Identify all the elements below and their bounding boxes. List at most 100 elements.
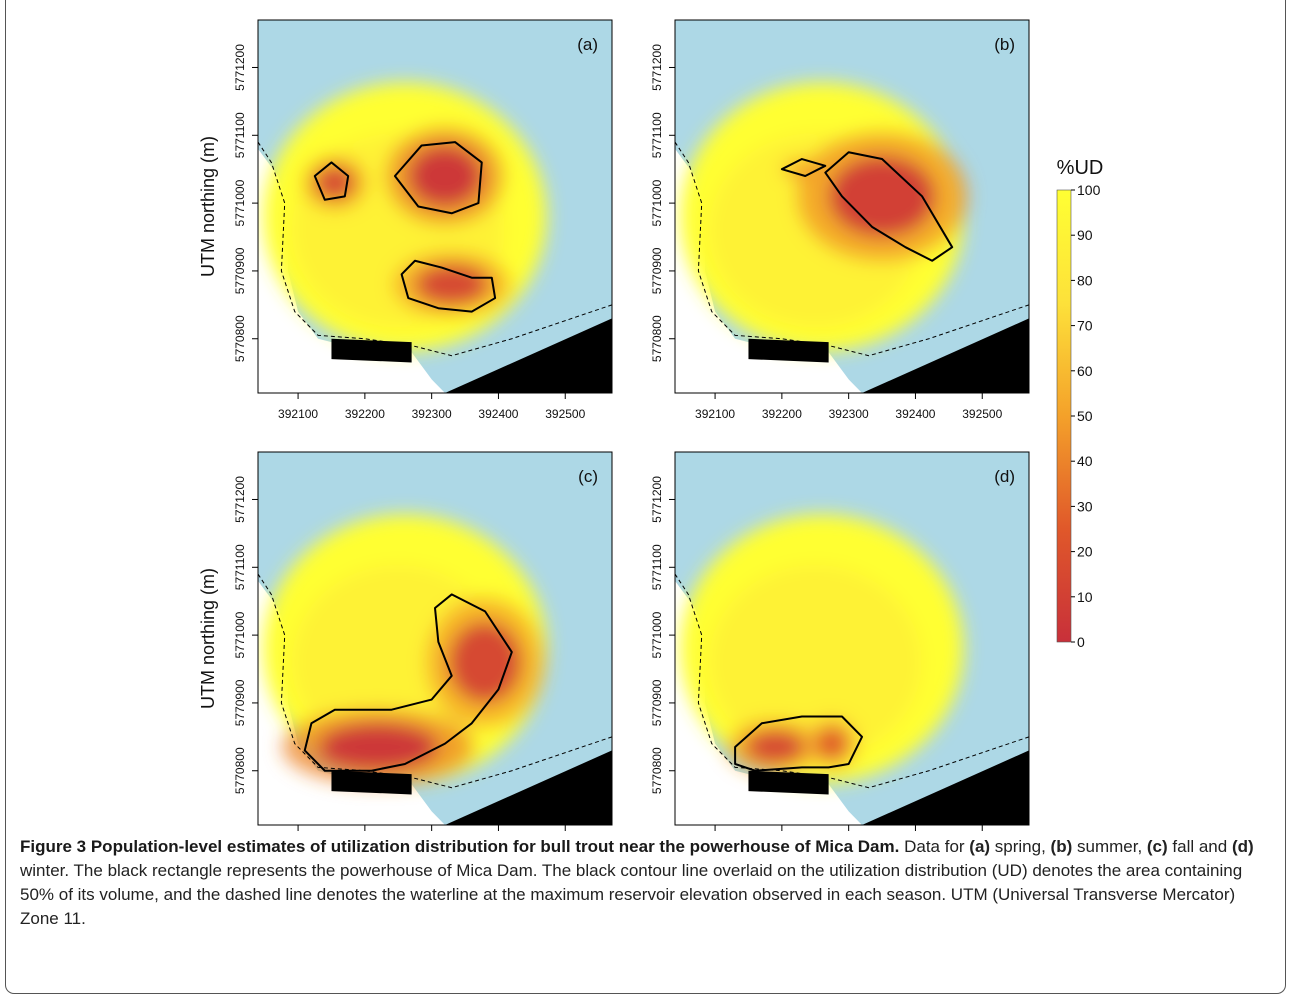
colorbar-tick-label: 60 bbox=[1077, 363, 1093, 379]
powerhouse bbox=[748, 338, 829, 363]
x-tick-label: 392200 bbox=[762, 407, 802, 421]
panel-label: (a) bbox=[577, 35, 598, 54]
ud-surface bbox=[680, 514, 964, 783]
y-tick-label: 5771200 bbox=[233, 476, 247, 523]
y-tick-label: 5771200 bbox=[650, 476, 664, 523]
x-tick-label: 392500 bbox=[545, 407, 585, 421]
figure-caption: Figure 3 Population-level estimates of u… bbox=[20, 835, 1270, 931]
colorbar-tick-label: 0 bbox=[1077, 634, 1085, 650]
y-tick-label: 5770900 bbox=[233, 247, 247, 294]
y-tick-label: 5771000 bbox=[650, 179, 664, 226]
powerhouse bbox=[748, 770, 829, 795]
y-tick-label: 5770800 bbox=[650, 747, 664, 794]
colorbar-tick-label: 50 bbox=[1077, 408, 1093, 424]
panel-spring: (a) 392100 392200 392300 392400 392500 5770800… bbox=[198, 19, 613, 421]
colorbar-tick-label: 20 bbox=[1077, 544, 1093, 560]
panel-label: (b) bbox=[994, 35, 1015, 54]
x-tick-label: 392300 bbox=[412, 407, 452, 421]
colorbar-title: %UD bbox=[1057, 157, 1104, 179]
ud-surface bbox=[263, 514, 547, 785]
contour-50-0 bbox=[313, 161, 350, 201]
caption-label-c: (c) bbox=[1146, 837, 1168, 856]
panel-plot-area bbox=[675, 452, 1029, 825]
y-tick-label: 5771000 bbox=[650, 611, 664, 658]
ud-hotspot-1 bbox=[815, 726, 849, 761]
colorbar-tick-label: 10 bbox=[1077, 589, 1093, 605]
panel-frame bbox=[674, 451, 1030, 826]
y-axis-title: UTM northing (m) bbox=[198, 136, 218, 277]
colorbar-tick-label: 80 bbox=[1077, 272, 1093, 288]
ud-hotspot-1 bbox=[828, 155, 936, 238]
ud-hotspot-0 bbox=[745, 730, 806, 764]
y-tick-label: 5771000 bbox=[233, 611, 247, 658]
contour-50-0 bbox=[303, 593, 513, 772]
panel-frame bbox=[257, 451, 613, 826]
max-waterline bbox=[258, 141, 612, 357]
land-area bbox=[258, 148, 446, 393]
y-tick-label: 5771100 bbox=[650, 544, 664, 590]
y-tick-label: 5770800 bbox=[233, 747, 247, 794]
y-axis-title: UTM northing (m) bbox=[198, 568, 218, 709]
panels-group: (a) 392100 392200 392300 392400 392500 5770800… bbox=[198, 19, 1030, 831]
y-tick-label: 5771100 bbox=[233, 544, 247, 590]
ud-hotspot-2 bbox=[414, 264, 489, 305]
y-tick-label: 5770900 bbox=[650, 679, 664, 726]
max-waterline bbox=[258, 573, 612, 789]
y-tick-label: 5771000 bbox=[233, 179, 247, 226]
caption-text-1: Data for bbox=[899, 837, 970, 856]
colorbar-tick-label: 40 bbox=[1077, 453, 1093, 469]
dam-structure bbox=[445, 318, 612, 393]
ud-surface bbox=[263, 82, 547, 351]
powerhouse bbox=[331, 770, 412, 795]
caption-text-3: summer, bbox=[1072, 837, 1147, 856]
colorbar-tick-label: 90 bbox=[1077, 227, 1093, 243]
caption-label-d: (d) bbox=[1231, 837, 1254, 856]
panel-label: (c) bbox=[578, 467, 598, 486]
caption-label-b: (b) bbox=[1050, 837, 1073, 856]
ud-mid bbox=[709, 565, 922, 760]
land-area bbox=[675, 148, 863, 393]
x-tick-label: 392100 bbox=[695, 407, 735, 421]
colorbar-tick-label: 100 bbox=[1077, 182, 1101, 198]
panel-frame bbox=[674, 19, 1030, 394]
panel-label: (d) bbox=[994, 467, 1015, 486]
dam-structure bbox=[862, 750, 1029, 825]
caption-text-2: spring, bbox=[990, 837, 1051, 856]
max-waterline bbox=[675, 573, 1029, 789]
x-tick-label: 392400 bbox=[478, 407, 518, 421]
panel-summer: (b) 392100 392200 392300 392400 392500 5770800… bbox=[650, 19, 1030, 421]
colorbar: %UD 0 10 20 30 40 50 60 70 80 90 100 bbox=[1057, 157, 1104, 650]
y-tick-label: 5770800 bbox=[233, 315, 247, 362]
contour-50-1 bbox=[393, 141, 483, 215]
panel-frame bbox=[257, 19, 613, 394]
x-tick-label: 392500 bbox=[962, 407, 1002, 421]
ud-hotspot-0 bbox=[448, 621, 522, 703]
ud-hotspot-1 bbox=[318, 723, 439, 771]
contour-50-0 bbox=[780, 158, 827, 177]
y-tick-label: 5771100 bbox=[233, 112, 247, 158]
colorbar-tick-label: 70 bbox=[1077, 318, 1093, 334]
caption-label-a: (a) bbox=[969, 837, 991, 856]
colorbar-tick-label: 30 bbox=[1077, 498, 1093, 514]
powerhouse bbox=[331, 338, 412, 363]
y-tick-label: 5770900 bbox=[650, 247, 664, 294]
ud-surface bbox=[680, 82, 968, 351]
x-tick-label: 392300 bbox=[829, 407, 869, 421]
x-tick-label: 392100 bbox=[278, 407, 318, 421]
panel-plot-area bbox=[675, 20, 1029, 393]
panel-plot-area bbox=[258, 20, 612, 393]
x-tick-label: 392200 bbox=[345, 407, 385, 421]
y-tick-label: 5770800 bbox=[650, 315, 664, 362]
colorbar-ramp bbox=[1056, 189, 1072, 643]
y-tick-label: 5770900 bbox=[233, 679, 247, 726]
panel-fall: (c)3921003922003923003924003925005770800… bbox=[198, 451, 613, 831]
contour-50-2 bbox=[400, 259, 497, 313]
panel-winter: (d)3921003922003923003924003925005770800… bbox=[650, 451, 1030, 831]
panel-plot-area bbox=[258, 452, 612, 825]
ud-hotspot-1 bbox=[408, 145, 482, 207]
figure-canvas: (a) 392100 392200 392300 392400 392500 5770800… bbox=[198, 19, 1104, 831]
max-waterline bbox=[675, 141, 1029, 357]
y-tick-label: 5771200 bbox=[233, 44, 247, 91]
caption-text-4: fall and bbox=[1167, 837, 1232, 856]
dam-structure bbox=[445, 750, 612, 825]
